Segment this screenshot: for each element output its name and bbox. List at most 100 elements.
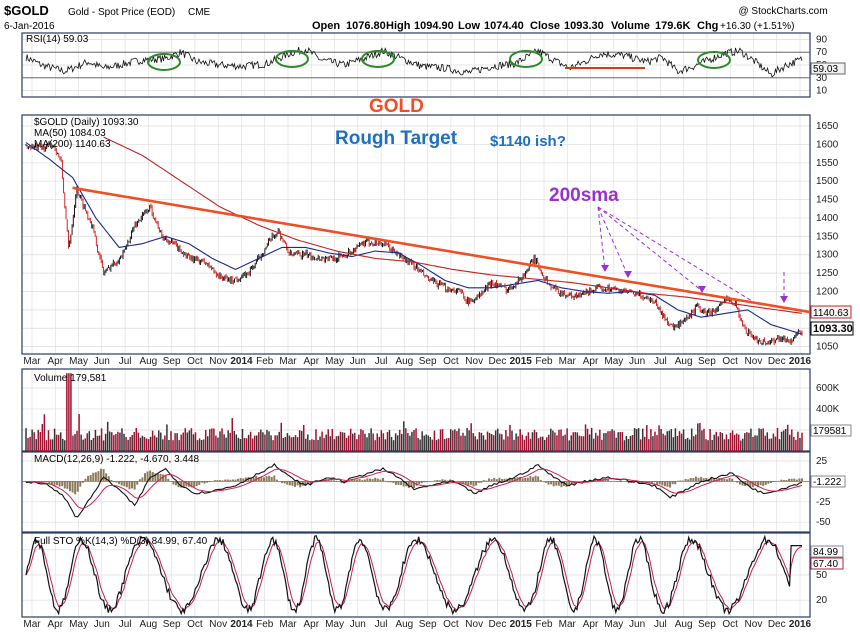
downtrend-line <box>72 186 811 314</box>
x-tick-label: Nov <box>465 619 483 630</box>
macd-panel-frame <box>21 451 811 533</box>
x-tick-label: Oct <box>187 356 203 367</box>
rsi-overbought-circle <box>147 53 181 71</box>
x-tick-label: Nov <box>209 356 227 367</box>
x-tick-label: Mar <box>23 356 41 367</box>
sto-k-tag-box <box>810 545 844 558</box>
low-label: Low <box>458 20 480 32</box>
rsi-last-value: 59.03 <box>813 64 838 75</box>
sto-d-tag: 67.40 <box>810 557 844 570</box>
y-tick-label: -25 <box>816 497 831 508</box>
x-tick-label: Nov <box>465 356 483 367</box>
x-tick-label: Jun <box>350 619 366 630</box>
x-tick-label: Oct <box>722 356 738 367</box>
sma-pointer-line <box>597 206 629 277</box>
x-tick-label: Sep <box>698 619 716 630</box>
x-tick-label: May <box>604 356 623 367</box>
x-tick-label: May <box>69 619 88 630</box>
gold-annotation: GOLD <box>369 96 424 117</box>
volume-last-value: 179581 <box>813 426 847 437</box>
rsi-last-tag-box <box>810 62 846 75</box>
x-tick-label: Dec <box>489 356 507 367</box>
x-tick-label: Jul <box>375 356 388 367</box>
x-tick-label: May <box>69 356 88 367</box>
x-tick-label: Sep <box>163 356 181 367</box>
watermark: @ StockCharts.com <box>738 6 827 17</box>
x-tick-label: Oct <box>443 356 459 367</box>
sto-k-tag: 84.99 <box>810 545 844 558</box>
sma-pointer-line <box>597 206 753 302</box>
macd-line <box>25 463 803 518</box>
x-tick-label: 2014 <box>230 356 253 367</box>
y-tick-label: 1350 <box>816 231 839 242</box>
x-tick-label: Aug <box>139 619 157 630</box>
x-tick-label: Apr <box>303 619 319 630</box>
annotation-layer <box>72 50 811 314</box>
x-tick-label: May <box>325 356 344 367</box>
sto-d-tag-box <box>810 557 844 570</box>
y-tick-label: 20 <box>816 595 828 606</box>
y-tick-label: 90 <box>816 34 828 45</box>
y-tick-label: 10 <box>816 86 828 97</box>
x-tick-label: Feb <box>535 619 553 630</box>
rough-target-annotation: Rough Target <box>335 128 458 149</box>
high-value: 1094.90 <box>414 20 454 32</box>
x-tick-label: Jun <box>629 619 645 630</box>
y-tick-label: -50 <box>816 517 831 528</box>
symbol-title: $GOLD <box>4 3 49 18</box>
macd-last-tag-box <box>810 475 846 488</box>
x-tick-label: Jul <box>119 356 132 367</box>
ohlc-readout: Open 1076.80 High 1094.90 Low 1074.40 Cl… <box>312 20 795 32</box>
x-tick-label: Jul <box>119 619 132 630</box>
volume-label: Volume <box>611 20 650 32</box>
volume-last-tag-box <box>810 424 852 437</box>
chart-date: 6-Jan-2016 <box>4 21 55 32</box>
y-tick-label: 25 <box>816 456 828 467</box>
ma200-label: MA(200) 1140.63 <box>34 139 111 150</box>
open-value: 1076.80 <box>346 20 386 32</box>
macd-signal-line <box>25 468 803 509</box>
x-tick-label: Jul <box>375 619 388 630</box>
x-tick-label: Jul <box>654 619 667 630</box>
price-panel-frame <box>21 114 811 355</box>
x-tick-label: Jun <box>350 356 366 367</box>
x-tick-label: Sep <box>419 356 437 367</box>
chg-label: Chg <box>697 20 718 32</box>
x-tick-label: Feb <box>256 356 274 367</box>
macd-last-tag: -1.222 <box>810 475 846 488</box>
sma-pointer-line <box>597 206 703 292</box>
rsi-panel-frame <box>21 32 811 98</box>
sto-k-line <box>25 534 802 616</box>
sto-d-value: 67.40 <box>813 559 838 570</box>
x-tick-label: Oct <box>443 619 459 630</box>
x-tick-label: Oct <box>722 619 738 630</box>
x-tick-label: Jun <box>94 356 110 367</box>
sto-label: Full STO %K(14,3) %D(3) 84.99, 67.40 <box>34 536 208 547</box>
close-tag-value: 1093.30 <box>813 323 853 335</box>
x-tick-label: Apr <box>583 356 599 367</box>
y-tick-label: 600K <box>816 383 840 394</box>
ma200-tag: 1140.63 <box>810 305 852 319</box>
x-tick-label: May <box>325 619 344 630</box>
rsi-overbought-circle <box>697 51 731 69</box>
x-tick-label: Jun <box>94 619 110 630</box>
y-tick-label: 70 <box>816 47 828 58</box>
y-tick-label: 1650 <box>816 121 839 132</box>
x-tick-label: Apr <box>47 356 63 367</box>
sma-pointer-arrow <box>698 286 706 293</box>
x-tick-label: Aug <box>675 356 693 367</box>
y-tick-label: 1450 <box>816 195 839 206</box>
y-tick-label: 1050 <box>816 342 839 353</box>
close-label: Close <box>530 20 560 32</box>
x-tick-label: Sep <box>698 356 716 367</box>
symbol-name: Gold - Spot Price (EOD) <box>68 7 175 18</box>
y-tick-label: 400K <box>816 404 840 415</box>
open-label: Open <box>312 20 340 32</box>
x-tick-label: Apr <box>303 356 319 367</box>
rsi-last-tag: 59.03 <box>810 62 846 75</box>
x-tick-label: Apr <box>583 619 599 630</box>
rsi-label: RSI(14) 59.03 <box>26 34 89 45</box>
x-tick-label: Mar <box>559 356 577 367</box>
